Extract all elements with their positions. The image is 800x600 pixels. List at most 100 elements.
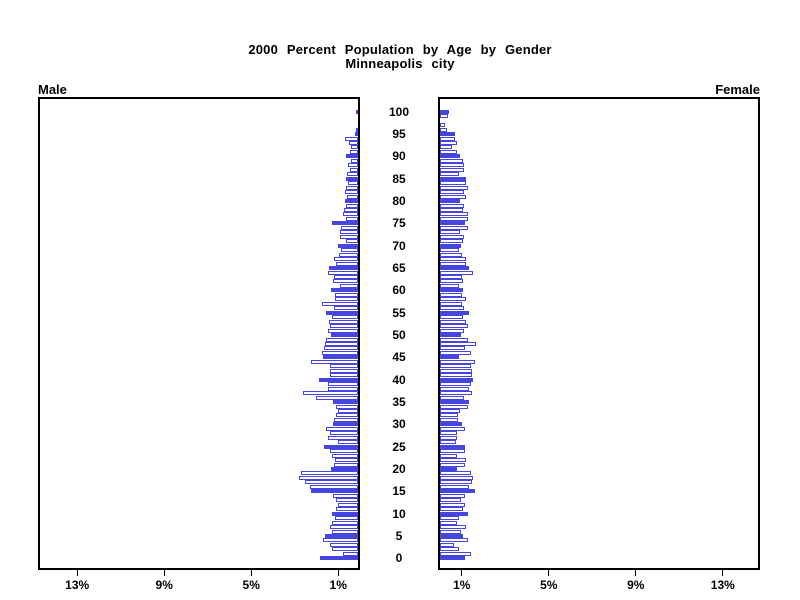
female-bar-age-92: [440, 145, 452, 150]
male-bar-age-19: [301, 471, 358, 476]
female-bar-age-54: [440, 315, 463, 320]
male-bar-age-65: [329, 266, 358, 270]
male-bar-age-64: [328, 270, 358, 275]
female-bar-age-72: [440, 234, 464, 239]
female-bar-age-86: [440, 172, 459, 177]
female-bar-age-73: [440, 230, 460, 235]
female-bar-age-59: [440, 292, 462, 297]
male-bar-age-20: [331, 467, 358, 471]
male-bar-age-38: [328, 386, 358, 391]
male-x-tick-label-5pct: 5%: [242, 578, 260, 592]
male-x-tick-label-1pct: 1%: [329, 578, 347, 592]
chart-subtitle: Minneapolis city: [345, 56, 455, 71]
male-bar-age-14: [333, 493, 358, 498]
age-tick-label-35: 35: [392, 395, 406, 409]
age-tick-label-95: 95: [392, 127, 406, 141]
female-bar-age-90: [440, 154, 460, 159]
female-bar-age-35: [440, 400, 469, 404]
male-bar-age-48: [325, 341, 358, 346]
female-bar-age-75: [440, 221, 465, 226]
male-bar-age-42: [330, 368, 358, 373]
male-bar-age-95: [355, 132, 358, 136]
male-bar-age-37: [303, 391, 358, 396]
male-bar-age-62: [333, 279, 358, 284]
male-bar-age-16: [310, 484, 358, 489]
age-tick-label-60: 60: [392, 283, 406, 298]
female-bar-age-4: [440, 538, 468, 543]
male-bar-age-25: [324, 444, 358, 449]
female-bar-age-31: [440, 417, 458, 422]
male-bar-age-40: [319, 377, 358, 382]
male-bar-age-26: [338, 440, 358, 445]
female-x-tick-label-9pct: 9%: [627, 578, 645, 592]
female-bar-age-55: [440, 310, 469, 315]
male-bar-age-18: [299, 475, 358, 480]
male-bar-age-9: [335, 516, 358, 521]
female-bar-age-100: [440, 109, 449, 114]
female-bar-age-56: [440, 306, 464, 311]
female-bar-age-39: [440, 382, 471, 387]
age-tick-label-5: 5: [395, 529, 403, 543]
male-bar-age-72: [340, 234, 358, 239]
male-bar-age-21: [334, 462, 358, 467]
female-bar-age-80: [440, 199, 460, 203]
male-bar-age-69: [341, 248, 358, 253]
male-bar-age-58: [335, 297, 358, 302]
female-bar-age-41: [440, 373, 472, 378]
female-bar-age-69: [440, 248, 459, 253]
female-bar-age-78: [440, 208, 463, 212]
male-bar-age-0: [320, 556, 358, 561]
female-bar-age-95: [440, 132, 455, 136]
female-bar-age-30: [440, 422, 462, 427]
male-bar-age-6: [332, 529, 358, 534]
female-bar-age-0: [440, 556, 465, 561]
female-bar-age-57: [440, 301, 462, 306]
female-bar-age-14: [440, 493, 465, 498]
age-tick-label-15: 15: [392, 484, 406, 499]
female-bar-age-11: [440, 507, 463, 512]
age-tick-label-50: 50: [392, 328, 406, 342]
male-bar-age-75: [332, 221, 358, 226]
female-x-tick-5pct: [548, 570, 550, 576]
male-bar-age-15: [311, 489, 358, 494]
female-bar-age-79: [440, 203, 464, 208]
male-bar-age-49: [326, 337, 358, 342]
male-bar-age-66: [336, 261, 358, 266]
male-bar-age-80: [345, 199, 358, 203]
female-bar-age-89: [440, 158, 463, 163]
male-bar-age-29: [326, 426, 358, 431]
female-bar-age-87: [440, 167, 464, 172]
female-panel-label: Female: [715, 82, 760, 97]
male-bar-age-96: [356, 127, 358, 132]
male-bar-age-82: [345, 190, 358, 195]
female-bar-age-40: [440, 377, 473, 382]
male-pyramid-panel: [38, 97, 360, 570]
age-tick-label-30: 30: [392, 417, 406, 432]
male-x-tick-label-9pct: 9%: [155, 578, 173, 592]
female-bar-age-62: [440, 279, 463, 284]
female-x-tick-1pct: [461, 570, 463, 576]
female-bar-age-47: [440, 346, 465, 351]
male-bar-age-87: [350, 167, 358, 172]
male-x-tick-5pct: [250, 570, 252, 576]
male-bar-age-3: [330, 542, 358, 547]
male-bar-age-23: [332, 453, 358, 458]
female-bar-age-42: [440, 368, 472, 373]
male-bar-age-36: [316, 395, 358, 400]
male-bar-age-11: [336, 507, 358, 512]
male-bar-age-47: [324, 346, 358, 351]
female-bar-age-3: [440, 542, 454, 547]
female-bar-age-65: [440, 266, 469, 270]
male-x-tick-13pct: [76, 570, 78, 576]
female-bar-age-76: [440, 216, 468, 221]
female-x-tick-label-13pct: 13%: [710, 578, 735, 592]
age-tick-label-40: 40: [392, 372, 406, 387]
female-bar-age-81: [440, 194, 466, 199]
female-bar-age-12: [440, 502, 465, 507]
male-x-tick-label-13pct: 13%: [65, 578, 90, 592]
female-bar-age-70: [440, 243, 461, 248]
female-bar-age-44: [440, 359, 475, 364]
female-bar-age-7: [440, 525, 466, 529]
female-bar-age-58: [440, 297, 466, 302]
female-bar-age-66: [440, 261, 466, 266]
